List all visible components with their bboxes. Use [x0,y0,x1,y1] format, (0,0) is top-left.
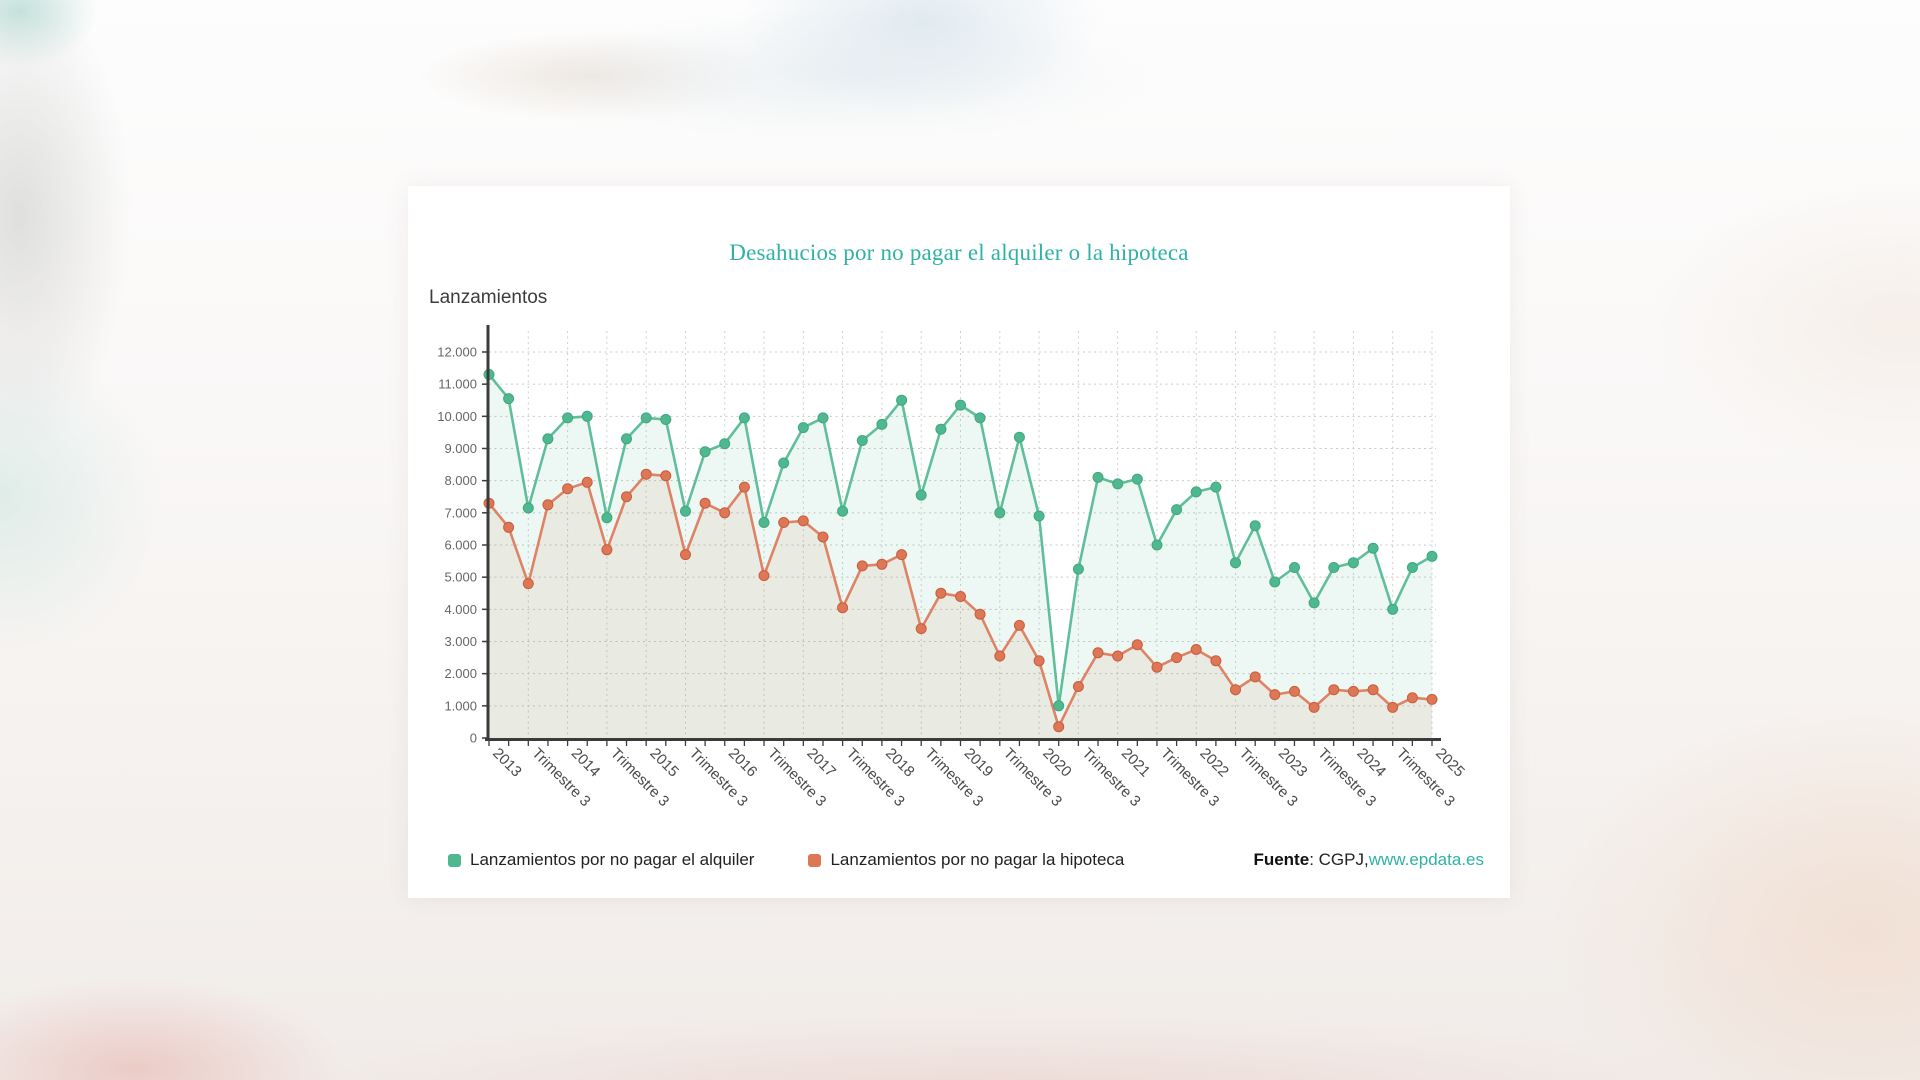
svg-text:2013: 2013 [489,745,525,781]
area-fill-hipoteca [489,474,1432,738]
svg-text:2016: 2016 [725,745,761,781]
chart-title: Desahucios por no pagar el alquiler o la… [729,240,1189,265]
svg-text:5.000: 5.000 [444,570,477,585]
legend-item-alquiler: Lanzamientos por no pagar el alquiler [448,850,754,870]
svg-text:11.000: 11.000 [438,377,477,392]
line-chart: 0 1.000 2.000 3.000 4.000 5.000 6.000 7.000 8.00… [437,325,1468,810]
svg-text:2023: 2023 [1275,745,1311,781]
epdata-link[interactable]: www.epdata.es [1368,850,1484,869]
source-text: : CGPJ, [1309,850,1369,869]
source-attribution: Fuente: CGPJ, www.epdata.es [1253,850,1484,870]
svg-text:3.000: 3.000 [444,634,477,649]
svg-text:2022: 2022 [1196,745,1232,781]
x-gridlines [488,331,1433,738]
chart-card: Desahucios por no pagar el alquiler o la… [408,186,1510,898]
y-gridlines [489,351,1436,707]
svg-text:2025: 2025 [1432,745,1468,781]
svg-text:7.000: 7.000 [444,505,477,520]
chart-legend: Lanzamientos por no pagar el alquiler La… [448,848,1484,872]
svg-text:2018: 2018 [882,745,918,781]
svg-text:2015: 2015 [646,745,682,781]
svg-text:2024: 2024 [1354,745,1390,781]
svg-text:2017: 2017 [803,745,839,781]
legend-swatch-alquiler [448,853,461,867]
area-fills [489,374,1432,738]
svg-text:1.000: 1.000 [444,698,477,713]
svg-text:2020: 2020 [1039,745,1075,781]
svg-text:9.000: 9.000 [444,441,477,456]
svg-text:8.000: 8.000 [444,473,477,488]
svg-text:2014: 2014 [568,745,604,781]
svg-text:12.000: 12.000 [437,344,477,359]
legend-label-hipoteca: Lanzamientos por no pagar la hipoteca [830,850,1125,869]
legend-item-hipoteca: Lanzamientos por no pagar la hipoteca [808,850,1124,870]
svg-text:2021: 2021 [1118,745,1154,781]
svg-text:4.000: 4.000 [444,602,477,617]
tick-marks [482,351,1433,746]
svg-text:0: 0 [470,731,477,746]
svg-text:10.000: 10.000 [437,409,477,424]
svg-text:6.000: 6.000 [444,537,477,552]
source-label: Fuente [1253,850,1310,869]
legend-label-alquiler: Lanzamientos por no pagar el alquiler [470,850,755,869]
svg-text:2.000: 2.000 [444,666,477,681]
legend-swatch-hipoteca [808,853,822,867]
axes [485,325,1441,741]
svg-text:2019: 2019 [961,745,997,781]
y-tick-labels: 0 1.000 2.000 3.000 4.000 5.000 6.000 7.000 8.00… [437,344,477,745]
y-axis-title: Lanzamientos [429,287,548,308]
series-markers-alquiler [483,369,1438,712]
